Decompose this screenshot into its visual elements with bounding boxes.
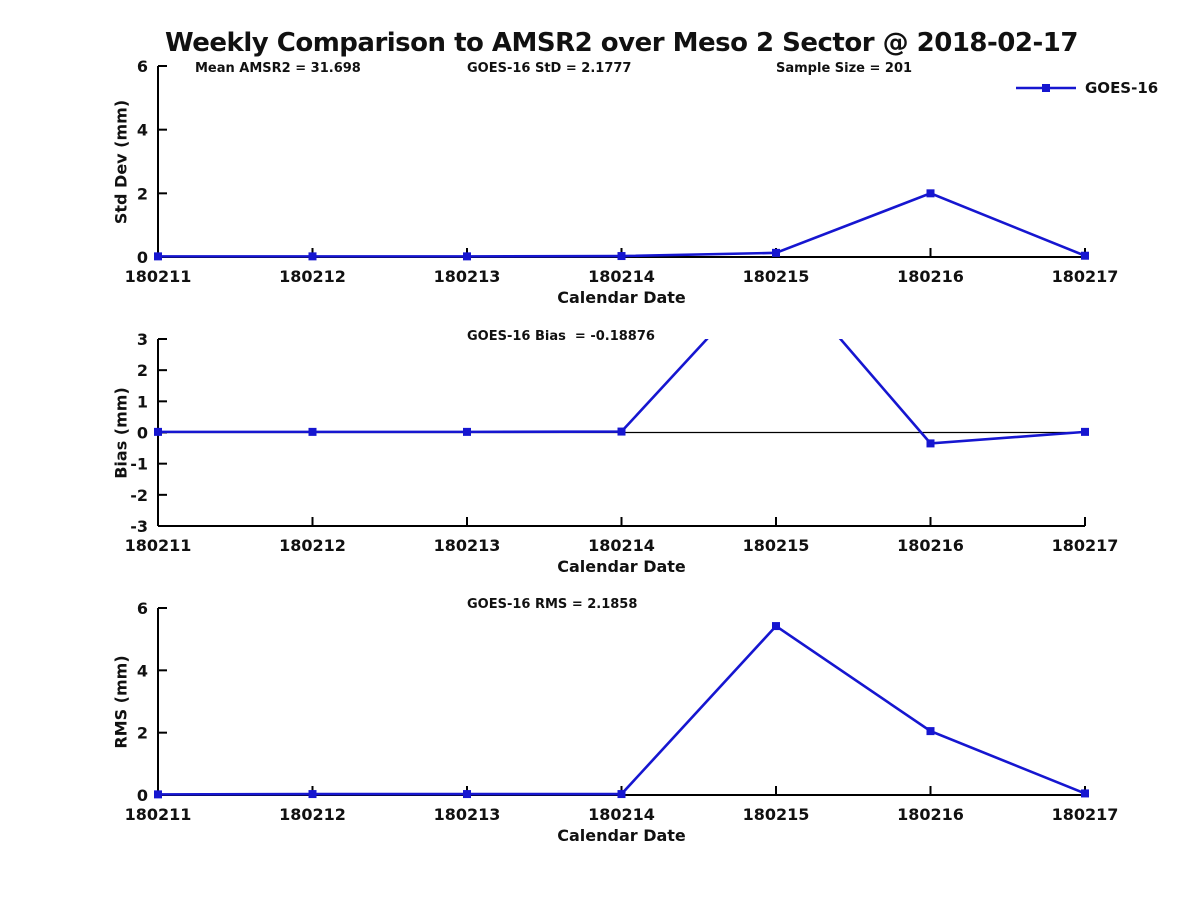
stddev-x-tick-label: 180213 (434, 267, 501, 286)
rms-data-marker (772, 622, 780, 631)
bias-data-marker (926, 439, 935, 448)
stddev-data-line (158, 191, 1086, 258)
stddev-y-tick-label: 6 (137, 57, 148, 76)
stddev-data-marker (308, 252, 317, 261)
bias-x-axis-label: Calendar Date (557, 557, 686, 576)
stddev-x-axis-label: Calendar Date (557, 288, 686, 307)
rms-x-tick-label: 180215 (743, 805, 810, 824)
bias-data-line (158, 339, 1086, 445)
stddev-y-tick-label: 4 (137, 121, 148, 140)
bias-data-marker (617, 427, 626, 436)
rms-y-tick-label: 0 (137, 786, 148, 805)
legend-line-marker-icon (1016, 84, 1076, 92)
stddev-data-marker (154, 252, 162, 261)
rms-data-line (157, 624, 1086, 796)
mean-amsr2-annotation: Mean AMSR2 = 31.698 (195, 61, 361, 76)
stddev-y-tick-label: 2 (137, 184, 148, 203)
stddev-y-tick-label: 0 (137, 248, 148, 267)
bias-x-tick-label: 180214 (588, 536, 655, 555)
stddev-x-tick-label: 180217 (1052, 267, 1119, 286)
legend-label: GOES-16 (1085, 79, 1159, 97)
bias-x-tick-label: 180215 (743, 536, 810, 555)
stddev-x-tick-label: 180214 (588, 267, 655, 286)
stddev-data-marker (463, 252, 471, 261)
rms-y-tick-label: 2 (137, 724, 148, 743)
rms-x-tick-label: 180212 (279, 805, 346, 824)
bias-y-tick-label: 2 (137, 361, 148, 380)
stddev-x-tick-label: 180216 (897, 267, 964, 286)
rms-data-marker (463, 790, 471, 799)
bias-data-marker (463, 427, 471, 436)
stddev-data-marker (617, 252, 626, 261)
bias-data-marker (308, 427, 317, 436)
rms-data-marker (617, 790, 626, 799)
stddev-x-tick-label: 180212 (279, 267, 346, 286)
goes16-rms-annotation: GOES-16 RMS = 2.1858 (467, 597, 638, 612)
stddev-data-marker (772, 248, 780, 257)
bias-y-tick-label: 0 (137, 424, 148, 443)
rms-x-tick-label: 180213 (434, 805, 501, 824)
bias-x-tick-label: 180216 (897, 536, 964, 555)
goes16-bias-annotation: GOES-16 Bias = -0.18876 (467, 329, 655, 344)
stddev-data-marker (926, 189, 935, 198)
rms-x-tick-label: 180216 (897, 805, 964, 824)
rms-x-tick-label: 180217 (1052, 805, 1119, 824)
rms-x-tick-label: 180211 (125, 805, 192, 824)
bias-x-tick-label: 180212 (279, 536, 346, 555)
rms-data-marker (154, 790, 162, 799)
rms-panel: 0 2 4 6 180211 180212 180213 180214 180215 180216… (125, 599, 1119, 824)
rms-x-tick-label: 180214 (588, 805, 655, 824)
bias-y-tick-label: 1 (137, 392, 148, 411)
stddev-x-tick-label: 180211 (125, 267, 192, 286)
bias-y-tick-label: -1 (130, 455, 148, 474)
stddev-x-tick-label: 180215 (743, 267, 810, 286)
bias-x-tick-label: 180217 (1052, 536, 1119, 555)
rms-data-marker (308, 790, 317, 799)
bias-data-marker (154, 427, 162, 436)
goes16-std-annotation: GOES-16 StD = 2.1777 (467, 61, 632, 76)
stddev-data-marker (1081, 251, 1089, 260)
figure-title: Weekly Comparison to AMSR2 over Meso 2 S… (165, 28, 1078, 58)
bias-y-tick-label: -2 (130, 486, 148, 505)
rms-data-marker (1081, 789, 1089, 798)
legend: GOES-16 (1014, 78, 1158, 98)
stddev-panel: 0 2 4 6 180211 180212 180213 180214 180215 180216… (125, 57, 1119, 286)
bias-y-tick-label: 3 (137, 330, 148, 349)
bias-data-marker (1081, 427, 1089, 436)
rms-x-axis-label: Calendar Date (557, 826, 686, 845)
bias-x-tick-label: 180211 (125, 536, 192, 555)
sample-size-annotation: Sample Size = 201 (776, 61, 913, 76)
rms-y-tick-label: 6 (137, 599, 148, 618)
rms-y-tick-label: 4 (137, 661, 148, 680)
rms-data-marker (926, 727, 935, 736)
bias-y-tick-label: -3 (130, 517, 148, 536)
bias-x-tick-label: 180213 (434, 536, 501, 555)
